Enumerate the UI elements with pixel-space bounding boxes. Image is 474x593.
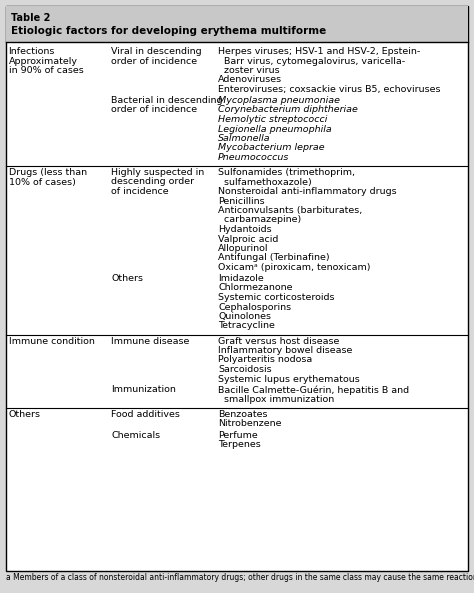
Text: Others: Others	[9, 410, 41, 419]
Text: Penicillins: Penicillins	[218, 196, 264, 206]
Text: Enteroviruses; coxsackie virus B5, echoviruses: Enteroviruses; coxsackie virus B5, echov…	[218, 85, 440, 94]
Text: Systemic corticosteroids: Systemic corticosteroids	[218, 293, 335, 302]
Text: Etiologic factors for developing erythema multiforme: Etiologic factors for developing erythem…	[11, 26, 326, 36]
Text: of incidence: of incidence	[111, 187, 169, 196]
Text: Mycoplasma pneumoniae: Mycoplasma pneumoniae	[218, 96, 340, 105]
Text: Imidazole: Imidazole	[218, 274, 264, 283]
Text: a Members of a class of nonsteroidal anti-inflammatory drugs; other drugs in the: a Members of a class of nonsteroidal ant…	[6, 573, 474, 582]
Text: Systemic lupus erythematous: Systemic lupus erythematous	[218, 375, 360, 384]
Text: Pneumococcus: Pneumococcus	[218, 153, 290, 162]
Text: in 90% of cases: in 90% of cases	[9, 66, 83, 75]
Text: 10% of cases): 10% of cases)	[9, 177, 75, 187]
Text: Barr virus, cytomegalovirus, varicella-: Barr virus, cytomegalovirus, varicella-	[218, 56, 405, 65]
Text: carbamazepine): carbamazepine)	[218, 215, 301, 225]
Text: Benzoates: Benzoates	[218, 410, 267, 419]
Text: Allopurinol: Allopurinol	[218, 244, 269, 253]
Bar	[6, 6, 468, 42]
Text: Adenoviruses: Adenoviruses	[218, 75, 282, 84]
Text: Chlormezanone: Chlormezanone	[218, 283, 292, 292]
Text: descending order: descending order	[111, 177, 194, 187]
Text: Bacterial in descending: Bacterial in descending	[111, 96, 223, 105]
Text: Oxicamᵃ (piroxicam, tenoxicam): Oxicamᵃ (piroxicam, tenoxicam)	[218, 263, 371, 272]
Text: Table 2: Table 2	[11, 13, 50, 23]
Text: Corynebacterium diphtheriae: Corynebacterium diphtheriae	[218, 106, 358, 114]
Text: Mycobacterium leprae: Mycobacterium leprae	[218, 144, 325, 152]
Text: Herpes viruses; HSV-1 and HSV-2, Epstein-: Herpes viruses; HSV-1 and HSV-2, Epstein…	[218, 47, 420, 56]
Text: Sulfonamides (trimethoprim,: Sulfonamides (trimethoprim,	[218, 168, 355, 177]
Text: Hemolytic streptococci: Hemolytic streptococci	[218, 115, 328, 124]
Text: Hydantoids: Hydantoids	[218, 225, 272, 234]
Text: Quinolones: Quinolones	[218, 312, 271, 321]
Text: Immune disease: Immune disease	[111, 336, 190, 346]
Text: Food additives: Food additives	[111, 410, 180, 419]
Text: sulfamethoxazole): sulfamethoxazole)	[218, 177, 312, 187]
Text: order of incidence: order of incidence	[111, 56, 198, 65]
Text: Tetracycline: Tetracycline	[218, 321, 275, 330]
Text: Nitrobenzene: Nitrobenzene	[218, 419, 282, 429]
Text: Polyarteritis nodosa: Polyarteritis nodosa	[218, 355, 312, 365]
Bar	[6, 6, 468, 42]
Text: Immune condition: Immune condition	[9, 336, 94, 346]
Text: Viral in descending: Viral in descending	[111, 47, 202, 56]
Text: Perfume: Perfume	[218, 431, 258, 439]
Text: Infections: Infections	[9, 47, 55, 56]
Text: Sarcoidosis: Sarcoidosis	[218, 365, 272, 374]
Text: smallpox immunization: smallpox immunization	[218, 395, 334, 404]
Text: zoster virus: zoster virus	[218, 66, 280, 75]
Text: Chemicals: Chemicals	[111, 431, 161, 439]
Text: Highly suspected in: Highly suspected in	[111, 168, 205, 177]
Text: Anticonvulsants (barbiturates,: Anticonvulsants (barbiturates,	[218, 206, 362, 215]
Text: Immunization: Immunization	[111, 385, 176, 394]
Text: Nonsteroidal anti-inflammatory drugs: Nonsteroidal anti-inflammatory drugs	[218, 187, 397, 196]
Text: Terpenes: Terpenes	[218, 440, 261, 449]
Text: order of incidence: order of incidence	[111, 106, 198, 114]
Text: Others: Others	[111, 274, 144, 283]
Text: Cephalosporins: Cephalosporins	[218, 302, 291, 311]
Text: Graft versus host disease: Graft versus host disease	[218, 336, 339, 346]
Text: Salmonella: Salmonella	[218, 134, 271, 143]
Text: Bacille Calmette-Guérin, hepatitis B and: Bacille Calmette-Guérin, hepatitis B and	[218, 385, 409, 395]
Text: Valproic acid: Valproic acid	[218, 234, 278, 244]
Text: Antifungal (Terbinafine): Antifungal (Terbinafine)	[218, 253, 329, 263]
Text: Drugs (less than: Drugs (less than	[9, 168, 87, 177]
Text: Approximately: Approximately	[9, 56, 78, 65]
Text: Legionella pneumophila: Legionella pneumophila	[218, 125, 332, 133]
Text: Inflammatory bowel disease: Inflammatory bowel disease	[218, 346, 352, 355]
